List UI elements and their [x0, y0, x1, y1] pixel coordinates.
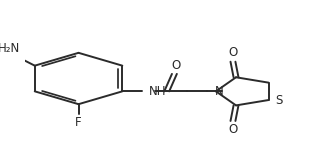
Text: O: O — [171, 59, 181, 72]
Text: O: O — [228, 46, 238, 59]
Text: F: F — [75, 116, 82, 129]
Text: N: N — [214, 85, 223, 98]
Text: S: S — [275, 94, 283, 107]
Text: NH: NH — [149, 85, 167, 98]
Text: O: O — [228, 124, 238, 136]
Text: H₂N: H₂N — [0, 42, 21, 55]
